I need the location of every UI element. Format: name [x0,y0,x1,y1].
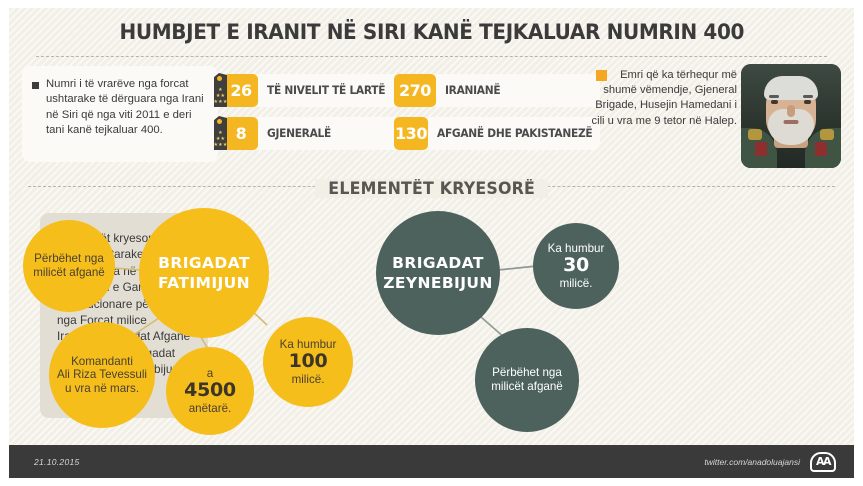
portrait-brow-right [803,95,813,98]
node-label: Përbëhet nga milicët afganë [491,366,563,393]
stat-label: GJENERALË [267,127,331,140]
stat-number: 130 [394,117,428,150]
node-zeynebijun-losses[interactable]: Ka humbur 30 milicë. [533,223,619,309]
node-brigadat-zeynebijun[interactable]: BRIGADAT ZEYNEBIJUN [376,211,500,335]
node-label: BRIGADAT FATIMIJUN [157,253,251,292]
node-number: 30 [563,254,589,277]
anadolu-agency-logo-icon: AA [810,451,836,472]
node-fatimijun-members[interactable]: a 4500 anëtarë. [166,347,254,435]
portrait-patch-right [815,142,827,156]
node-label: Komandanti Ali Riza Tevessuli u vra në m… [57,354,147,395]
stat-number: 270 [394,74,436,107]
portrait-panel: Emri që ka tërhequr më shumë vëmendje, G… [591,64,841,170]
footer-bar: 21.10.2015 twitter.com/anadoluajansi AA [9,445,854,478]
stat-box-senior-officers: 26 TË NIVELIT TË LARTË [224,74,404,107]
portrait-brow-left [769,95,779,98]
star-icon: ★ [218,87,223,93]
stat-label: AFGANË DHE PAKISTANEZË [437,127,593,140]
frame-edge-top [0,0,863,8]
stat-box-afghans-pakistanis: 130 AFGANË DHE PAKISTANEZË [394,117,600,150]
portrait-nose [787,105,795,117]
frame-edge-right [854,0,863,486]
stat-number: 26 [224,74,258,107]
bullet-square-icon [32,82,39,89]
stat-box-generals: 8 GJENERALË [224,117,404,150]
portrait-patch-left [755,142,767,156]
node-zeynebijun-composition[interactable]: Përbëhet nga milicët afganë [475,328,579,432]
node-label: BRIGADAT ZEYNEBIJUN [383,253,493,292]
star-icon: ★★ [215,93,226,99]
node-brigadat-fatimijun[interactable]: BRIGADAT FATIMIJUN [139,208,269,338]
stat-box-iranians: 270 IRANIANË [394,74,600,107]
footer-twitter-handle[interactable]: twitter.com/anadoluajansi [704,456,800,467]
node-fatimijun-losses[interactable]: Ka humbur 100 milicë. [263,317,353,407]
portrait-insignia-left [748,129,762,140]
node-label: Ka humbur 30 milicë. [547,241,605,290]
node-fatimijun-composition[interactable]: Përbëhet nga milicët afganë [23,220,115,312]
stats-group: ★ ★★ ★★★ ★ ★★ ★★★ 26 TË NIVELIT TË LARTË… [214,66,600,164]
node-label: Përbëhet nga milicët afganë [33,252,105,279]
diagram-area: Elementët kryesorë të fuqisë ushtarake t… [9,200,854,445]
node-number: 100 [288,350,328,373]
rank-insignia-icon-general: ★ ★★ ★★★ [214,116,227,150]
node-number: 4500 [184,379,236,402]
portrait-eye-right [804,100,811,104]
stat-number: 8 [224,117,258,150]
portrait-photo [741,64,841,168]
footer-right-group: twitter.com/anadoluajansi AA [704,451,836,472]
intro-card: Numri i të vrarëve nga forcat ushtarake … [22,66,218,162]
node-label: Ka humbur 100 milicë. [279,337,337,386]
node-label: a 4500 anëtarë. [184,366,236,415]
intro-text: Numri i të vrarëve nga forcat ushtarake … [46,78,204,136]
page-title: HUMBJET E IRANIT NË SIRI KANË TEJKALUAR … [119,19,744,45]
star-icon: ★★★ [213,142,228,148]
frame-edge-bottom [0,478,863,486]
portrait-corner-tab-icon [596,70,607,81]
top-row: Numri i të vrarëve nga forcat ushtarake … [22,64,841,174]
section-header: ELEMENTËT KRYESORË [0,176,863,200]
node-fatimijun-commander[interactable]: Komandanti Ali Riza Tevessuli u vra në m… [49,322,155,428]
portrait-caption: Emri që ka tërhequr më shumë vëmendje, G… [591,69,737,127]
star-icon: ★★★ [213,99,228,105]
stat-label: IRANIANË [444,84,501,97]
star-icon: ★★ [215,136,226,142]
frame-edge-left [0,0,9,486]
portrait-eye-left [771,100,778,104]
header: HUMBJET E IRANIT NË SIRI KANË TEJKALUAR … [9,8,854,56]
portrait-mouth [783,120,799,124]
star-icon: ★ [218,130,223,136]
footer-date: 21.10.2015 [34,456,80,467]
portrait-insignia-right [820,129,834,140]
rank-insignia-icon-senior: ★ ★★ ★★★ [214,73,227,107]
divider-top [36,56,827,57]
stat-label: TË NIVELIT TË LARTË [267,84,386,97]
section-title: ELEMENTËT KRYESORË [314,178,549,198]
